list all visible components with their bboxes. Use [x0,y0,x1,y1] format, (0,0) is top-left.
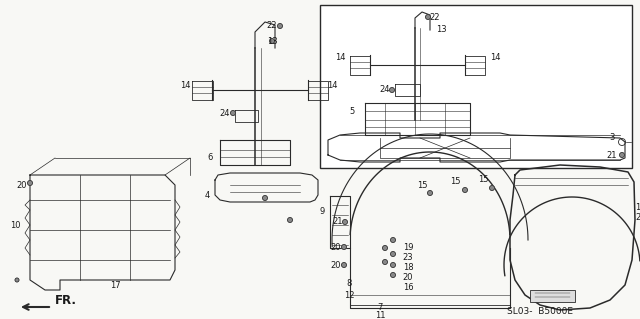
Circle shape [342,263,346,268]
Circle shape [390,263,396,268]
Text: 20: 20 [331,242,341,251]
Text: 21: 21 [333,218,343,226]
Text: 20: 20 [403,273,413,283]
Text: 24: 24 [380,85,390,94]
Text: 13: 13 [267,38,277,47]
Circle shape [269,39,275,43]
Text: 20: 20 [17,181,28,189]
Circle shape [490,186,495,190]
Text: 14: 14 [180,80,190,90]
Text: 7: 7 [378,303,383,313]
Text: 14: 14 [327,80,337,90]
Circle shape [262,196,268,201]
Circle shape [230,110,236,115]
Circle shape [390,251,396,256]
Circle shape [390,238,396,242]
Text: 11: 11 [375,311,385,319]
Circle shape [383,259,387,264]
Text: 14: 14 [335,54,345,63]
Text: 13: 13 [436,26,446,34]
Text: 3: 3 [609,132,614,142]
Text: 24: 24 [220,108,230,117]
Circle shape [28,181,33,186]
Text: 20: 20 [331,261,341,270]
Text: SL03-  B5000E: SL03- B5000E [507,308,573,316]
Text: 17: 17 [109,280,120,290]
Circle shape [342,219,348,225]
Circle shape [620,152,625,158]
Circle shape [463,188,467,192]
Circle shape [390,272,396,278]
Bar [320,5,632,168]
Text: 6: 6 [207,152,212,161]
Circle shape [342,244,346,249]
Circle shape [383,246,387,250]
Text: 16: 16 [403,284,413,293]
Circle shape [390,87,394,93]
Text: 21: 21 [607,151,617,160]
Circle shape [426,14,431,19]
Circle shape [428,190,433,196]
Text: FR.: FR. [55,293,77,307]
Bar [530,290,575,302]
Text: 22: 22 [267,20,277,29]
Text: 4: 4 [204,190,210,199]
Text: 8: 8 [346,279,352,288]
Text: 22: 22 [429,12,440,21]
Text: 12: 12 [344,291,355,300]
Text: 15: 15 [477,175,488,184]
Circle shape [15,278,19,282]
Text: 5: 5 [349,108,355,116]
Text: 19: 19 [403,243,413,253]
Text: 23: 23 [403,254,413,263]
Text: 10: 10 [10,220,20,229]
Text: 15: 15 [450,177,460,187]
Text: 2: 2 [636,213,640,222]
Text: 1: 1 [636,204,640,212]
Text: 9: 9 [319,207,324,217]
Circle shape [278,24,282,28]
Text: 14: 14 [490,54,500,63]
Circle shape [287,218,292,222]
Text: 18: 18 [403,263,413,272]
Text: 15: 15 [417,181,428,189]
